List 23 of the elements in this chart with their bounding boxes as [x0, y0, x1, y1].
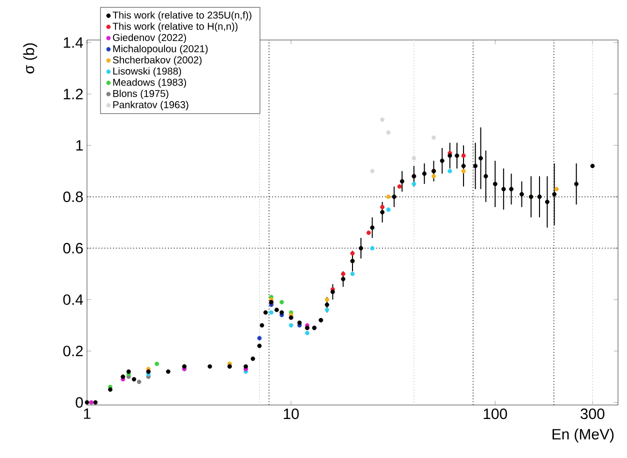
y-tick-label: 0.6 — [63, 242, 83, 254]
x-tick-label: 100 — [484, 408, 508, 420]
legend-label: Meadows (1983) — [113, 78, 186, 88]
x-axis-title: En (MeV) — [552, 428, 614, 442]
legend-label: Pankratov (1963) — [113, 100, 188, 110]
x-tick-label: 300 — [580, 408, 604, 420]
legend-label: Blons (1975) — [113, 90, 168, 100]
legend-label: This work (relative to H(n,n)) — [112, 22, 238, 32]
y-tick-label: 0.2 — [63, 346, 83, 356]
y-tick-label: 0 — [76, 397, 83, 408]
y-tick-label: 0.8 — [63, 192, 83, 202]
x-tick-label: 10 — [284, 408, 299, 420]
y-tick-label: 1 — [76, 140, 83, 151]
legend-label: Lisowski (1988) — [113, 67, 182, 77]
y-tick-label: 0.4 — [63, 294, 84, 305]
y-tick-label: 1.2 — [64, 88, 83, 100]
legend-label: This work (relative to 235U(n,f)) — [112, 11, 252, 21]
y-axis-title: σ (b) — [23, 43, 38, 74]
legend-label: Giedenov (2022) — [112, 34, 186, 44]
y-tick-label: 1.4 — [64, 37, 84, 48]
x-tick-label: 1 — [84, 408, 90, 419]
legend-label: Shcherbakov (2002) — [112, 56, 202, 66]
legend-label: Michalopoulou (2021) — [113, 44, 208, 54]
